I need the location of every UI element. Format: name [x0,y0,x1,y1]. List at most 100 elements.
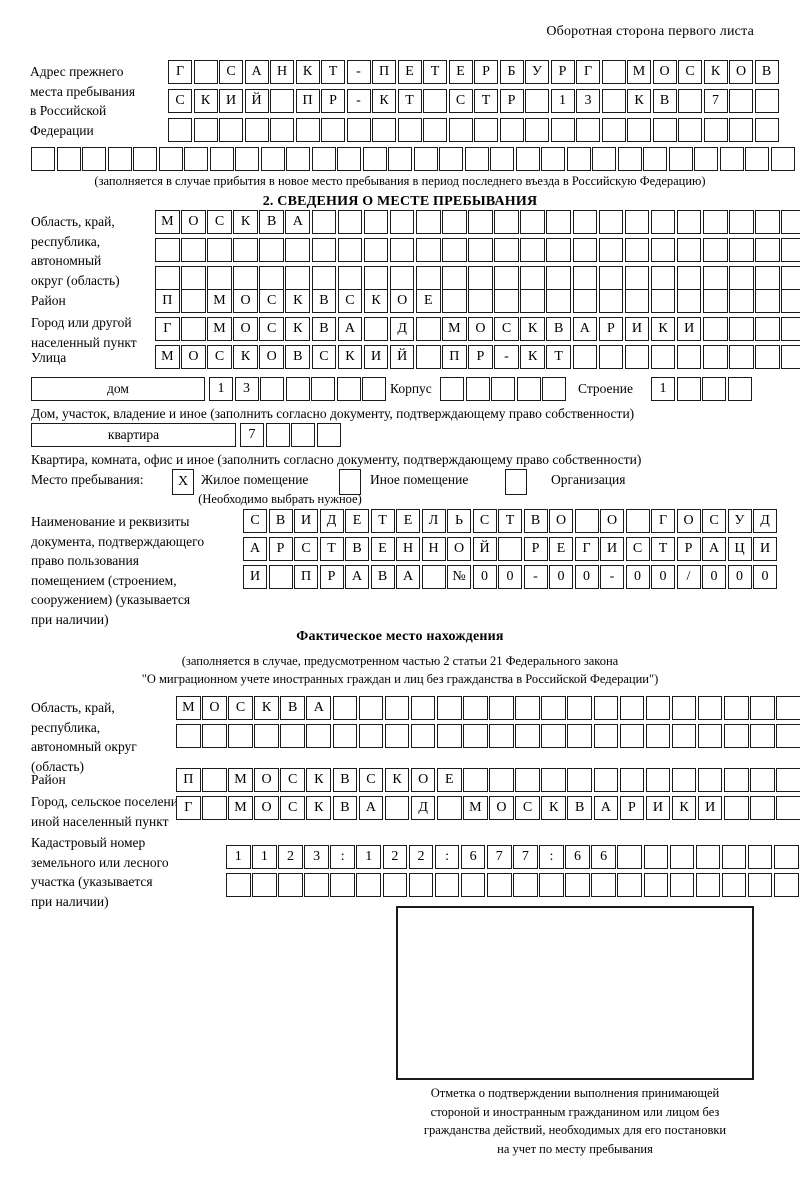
previous-address-r2-cell-21[interactable] [678,89,702,113]
previous-address-r3-cell-2[interactable] [193,118,218,142]
document-r1-cell-3[interactable]: И [294,509,318,533]
document-r3-cell-15[interactable]: - [600,565,624,589]
street-cell-7[interactable]: С [311,345,337,369]
previous-address-r2-cell-16[interactable]: 1 [550,89,575,113]
previous-address-r4-cell-24[interactable] [617,147,642,171]
previous-address-r4-cell-5[interactable] [133,147,157,171]
cadastre-r1-cell-5[interactable]: : [330,845,355,869]
region-r1-cell-25[interactable] [781,210,800,234]
document-r1-cell-8[interactable]: Л [421,509,446,533]
flat-cell-2[interactable] [265,423,290,447]
street-cell-8[interactable]: К [337,345,363,369]
cadastre-r2-cell-15[interactable] [591,873,616,897]
previous-address-r4-cell-14[interactable] [362,147,387,171]
document-r1-cell-19[interactable]: С [702,509,726,533]
region-r2-cell-3[interactable] [207,238,232,262]
cadastre-r1-cell-15[interactable]: 6 [591,845,616,869]
previous-address-r4-cell-21[interactable] [541,147,565,171]
street-cell-21[interactable] [676,345,702,369]
document-r2-cell-20[interactable]: Ц [727,537,752,561]
actual-district-cell-4[interactable]: О [254,768,279,792]
cadastre-r1-cell-4[interactable]: 3 [304,845,329,869]
region-r1-cell-6[interactable]: А [285,210,311,234]
document-row-3[interactable]: И П Р А В А № 0 0-0 0-0 0/0 0 0 [243,565,779,589]
previous-address-r4-cell-27[interactable] [694,147,718,171]
actual-region-row-2[interactable] [176,724,800,748]
document-r1-cell-14[interactable] [574,509,599,533]
actual-region-r2-cell-14[interactable] [515,724,540,748]
cadastre-r2-cell-20[interactable] [721,873,747,897]
document-r1-cell-5[interactable]: Е [345,509,369,533]
previous-address-r4-cell-19[interactable] [490,147,514,171]
document-r1-cell-7[interactable]: Е [396,509,420,533]
district-cell-25[interactable] [781,289,800,313]
cadastre-r2-cell-10[interactable] [460,873,486,897]
document-r1-cell-2[interactable]: В [268,509,293,533]
actual-region-r2-cell-13[interactable] [489,724,514,748]
previous-address-r4-cell-3[interactable] [82,147,106,171]
region-r3-cell-11[interactable] [415,266,441,290]
street-cell-19[interactable] [624,345,650,369]
actual-city-cell-17[interactable]: А [593,796,619,820]
previous-address-r3-cell-14[interactable] [499,118,524,142]
previous-address-r3-cell-9[interactable] [372,118,396,142]
document-r2-cell-12[interactable]: Р [523,537,548,561]
previous-address-r1-cell-2[interactable] [193,60,218,84]
previous-address-r2-cell-23[interactable] [729,89,753,113]
previous-address-r3-cell-17[interactable] [576,118,600,142]
previous-address-r3-cell-12[interactable] [448,118,473,142]
document-r1-cell-21[interactable]: Д [753,509,777,533]
cadastre-r2-cell-7[interactable] [382,873,408,897]
actual-region-r2-cell-4[interactable] [254,724,279,748]
region-r1-cell-17[interactable] [572,210,598,234]
previous-address-r3-cell-5[interactable] [270,118,294,142]
actual-region-r2-cell-11[interactable] [436,724,462,748]
region-r1-cell-19[interactable] [624,210,650,234]
actual-district-cell-10[interactable]: О [410,768,436,792]
region-r1-cell-2[interactable]: О [181,210,206,234]
city-cell-24[interactable] [755,317,780,341]
cadastre-r1-cell-19[interactable] [695,845,721,869]
region-r2-cell-9[interactable] [363,238,389,262]
actual-region-r1-cell-2[interactable]: О [202,696,227,720]
region-r2-cell-8[interactable] [337,238,363,262]
actual-district-cell-23[interactable] [750,768,775,792]
region-r2-cell-1[interactable] [155,238,180,262]
district-cell-23[interactable] [729,289,754,313]
previous-address-r1-cell-20[interactable]: О [652,60,677,84]
actual-region-r1-cell-12[interactable] [463,696,488,720]
document-r1-cell-9[interactable]: Ь [447,509,471,533]
region-row-2[interactable] [155,238,800,262]
previous-address-r3-cell-24[interactable] [754,118,779,142]
region-r3-cell-23[interactable] [729,266,754,290]
previous-address-r1-cell-8[interactable]: - [346,60,371,84]
actual-city-cell-2[interactable] [202,796,227,820]
actual-city-cell-7[interactable]: В [332,796,358,820]
confirmation-stamp-box[interactable] [396,906,754,1080]
actual-city-cell-13[interactable]: О [489,796,514,820]
korpus-cells[interactable] [440,377,568,401]
previous-address-r3-cell-22[interactable] [703,118,728,142]
actual-city-cell-18[interactable]: Р [619,796,645,820]
district-cell-17[interactable] [572,289,598,313]
previous-address-r4-cell-12[interactable] [311,147,336,171]
actual-region-r2-cell-12[interactable] [463,724,488,748]
actual-region-r2-cell-7[interactable] [332,724,358,748]
previous-address-r4-cell-23[interactable] [592,147,616,171]
previous-address-r2-cell-2[interactable]: К [193,89,218,113]
region-r2-cell-17[interactable] [572,238,598,262]
actual-region-r2-cell-18[interactable] [619,724,645,748]
city-cell-3[interactable]: М [207,317,232,341]
actual-district-cell-8[interactable]: С [358,768,384,792]
cadastre-r1-cell-18[interactable] [669,845,695,869]
cadastre-r2-cell-16[interactable] [617,873,642,897]
cadastre-r2-cell-3[interactable] [278,873,303,897]
city-cell-6[interactable]: К [285,317,311,341]
district-cell-6[interactable]: К [285,289,311,313]
document-r1-cell-20[interactable]: У [727,509,752,533]
region-r1-cell-4[interactable]: К [233,210,258,234]
street-cell-22[interactable] [702,345,728,369]
actual-district-cell-12[interactable] [463,768,488,792]
document-r2-cell-7[interactable]: Н [396,537,420,561]
